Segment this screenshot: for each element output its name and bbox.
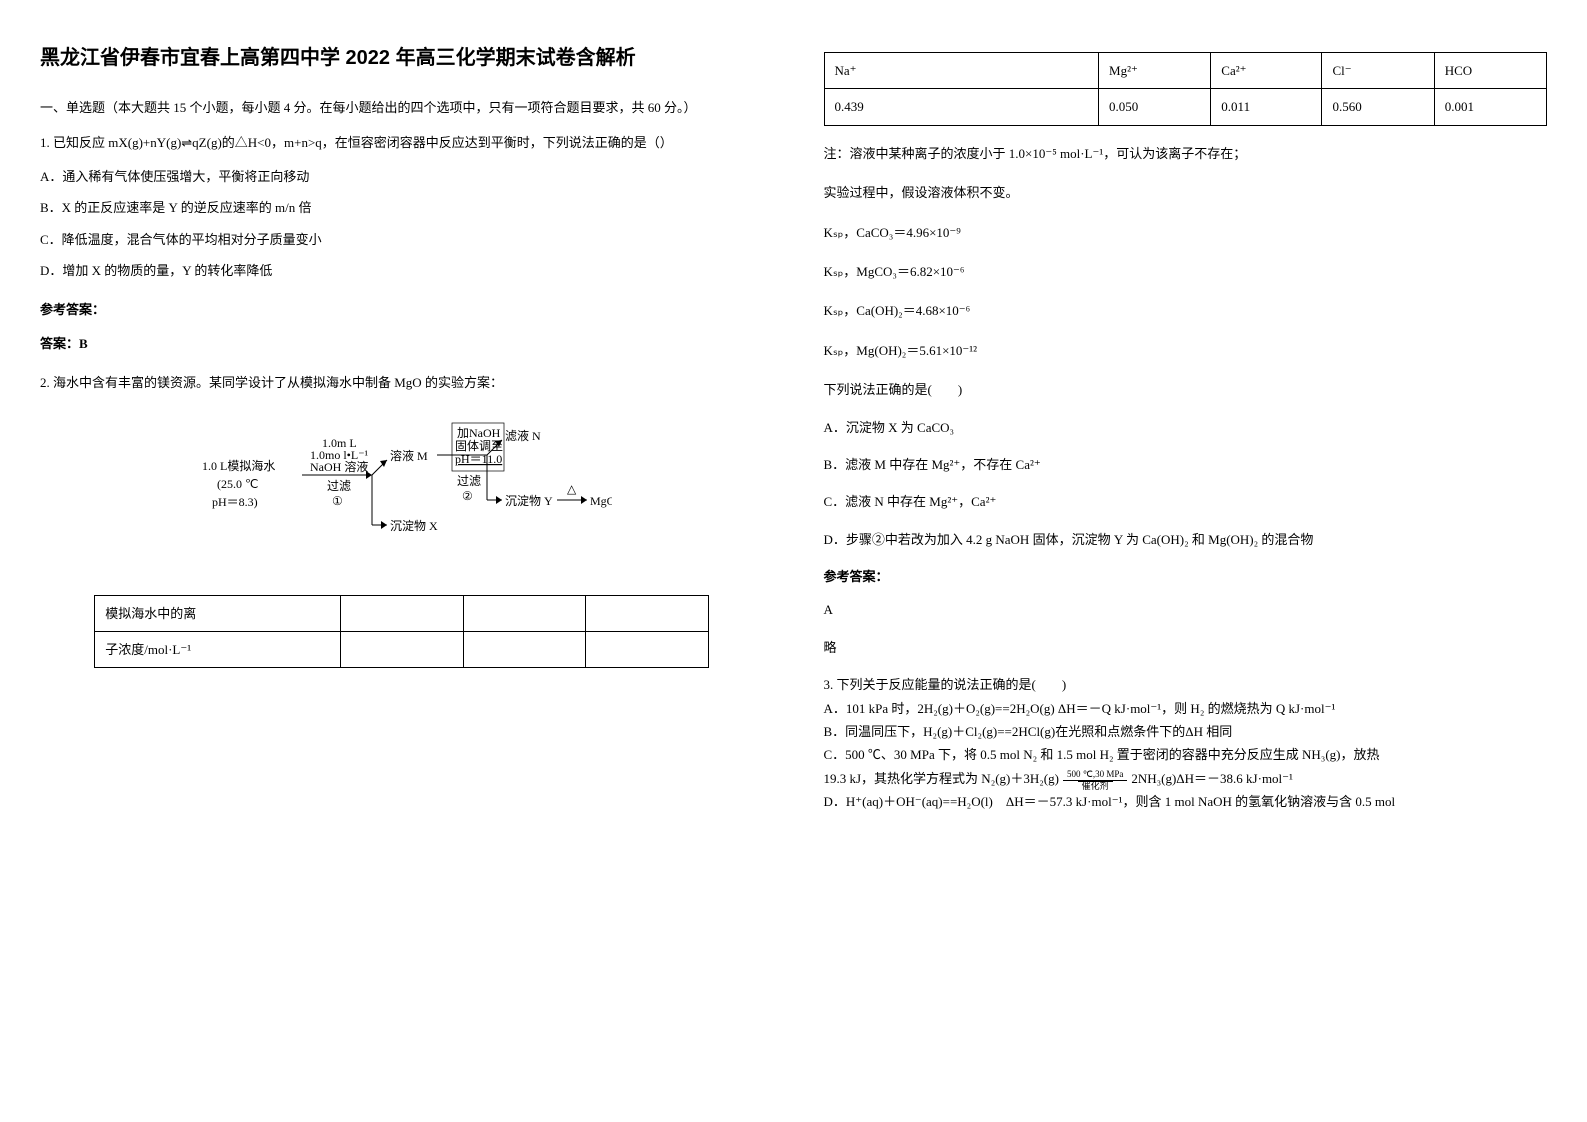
- table-cell: [463, 631, 586, 667]
- q3-cond1: 500 ℃,30 MPa: [1063, 770, 1127, 781]
- table-cell: 子浓度/mol·L⁻¹: [95, 631, 341, 667]
- q1-option-d: D．增加 X 的物质的量，Y 的转化率降低: [40, 259, 764, 282]
- diagram-final-arrow: △: [567, 482, 577, 496]
- table-row: 0.439 0.050 0.011 0.560 0.001: [824, 89, 1547, 125]
- diagram-left-3: pH＝8.3): [212, 495, 258, 509]
- table-cell: [586, 595, 709, 631]
- q2-diagram: 1.0 L模拟海水 (25.0 ℃ pH＝8.3) 1.0m L 1.0mo l…: [192, 415, 612, 575]
- q3-option-c1: C．500 ℃、30 MPa 下，将 0.5 mol N₂ 和 1.5 mol …: [824, 743, 1548, 766]
- q3-cond2: 催化剂: [1078, 781, 1113, 792]
- q2-note: 注：溶液中某种离子的浓度小于 1.0×10⁻⁵ mol·L⁻¹，可认为该离子不存…: [824, 142, 1548, 165]
- table-cell: 0.050: [1099, 89, 1211, 125]
- q3-option-c-line2: 19.3 kJ，其热化学方程式为 N₂(g)＋3H₂(g) 500 ℃,30 M…: [824, 767, 1548, 790]
- left-column: 黑龙江省伊春市宜春上高第四中学 2022 年高三化学期末试卷含解析 一、单选题（…: [40, 40, 764, 824]
- table-header: Ca²⁺: [1211, 53, 1322, 89]
- table-row: 模拟海水中的离: [95, 595, 709, 631]
- q2-ksp2: Kₛₚ，MgCO₃＝6.82×10⁻⁶: [824, 260, 1548, 283]
- diagram-a2-b2: ②: [462, 489, 473, 503]
- q1-option-c: C．降低温度，混合气体的平均相对分子质量变小: [40, 228, 764, 251]
- q2-assumption: 实验过程中，假设溶液体积不变。: [824, 181, 1548, 204]
- diagram-a2-t1: 加NaOH: [457, 426, 501, 440]
- table-cell: 0.439: [824, 89, 1099, 125]
- q1-answer-box: 参考答案： 答案：B: [40, 298, 764, 355]
- table-row: 子浓度/mol·L⁻¹: [95, 631, 709, 667]
- right-column: Na⁺ Mg²⁺ Ca²⁺ Cl⁻ HCO 0.439 0.050 0.011 …: [824, 40, 1548, 824]
- q2-table-right: Na⁺ Mg²⁺ Ca²⁺ Cl⁻ HCO 0.439 0.050 0.011 …: [824, 52, 1548, 126]
- table-cell: 0.011: [1211, 89, 1322, 125]
- q1-option-a: A．通入稀有气体使压强增大，平衡将正向移动: [40, 165, 764, 188]
- table-cell: [340, 631, 463, 667]
- q2-option-c: C．滤液 N 中存在 Mg²⁺，Ca²⁺: [824, 490, 1548, 513]
- question-1: 1. 已知反应 mX(g)+nY(g)⇌qZ(g)的△H<0，m+n>q，在恒容…: [40, 131, 764, 355]
- diagram-right-top: 滤液 N: [505, 428, 541, 443]
- q3-option-c3: 2NH₃(g)ΔH＝－38.6 kJ·mol⁻¹: [1131, 767, 1293, 790]
- diagram-left-1: 1.0 L模拟海水: [202, 458, 275, 473]
- table-header: Na⁺: [824, 53, 1099, 89]
- q2-ksp3: Kₛₚ，Ca(OH)₂＝4.68×10⁻⁶: [824, 299, 1548, 322]
- q2-table-left: 模拟海水中的离 子浓度/mol·L⁻¹: [94, 595, 709, 669]
- diagram-mid-top: 溶液 M: [390, 448, 428, 463]
- table-cell: [586, 631, 709, 667]
- q2-option-b: B．滤液 M 中存在 Mg²⁺，不存在 Ca²⁺: [824, 453, 1548, 476]
- table-cell: 0.001: [1434, 89, 1546, 125]
- q2-ksp1: Kₛₚ，CaCO₃＝4.96×10⁻⁹: [824, 221, 1548, 244]
- q1-answer: 答案：B: [40, 332, 764, 355]
- q1-option-b: B．X 的正反应速率是 Y 的逆反应速率的 m/n 倍: [40, 196, 764, 219]
- diagram-a1-b2: ①: [332, 494, 343, 508]
- q1-answer-label: 参考答案：: [40, 298, 764, 321]
- question-3: 3. 下列关于反应能量的说法正确的是( ) A．101 kPa 时，2H₂(g)…: [824, 673, 1548, 813]
- table-row: Na⁺ Mg²⁺ Ca²⁺ Cl⁻ HCO: [824, 53, 1547, 89]
- table-cell: [463, 595, 586, 631]
- document-title: 黑龙江省伊春市宜春上高第四中学 2022 年高三化学期末试卷含解析: [40, 40, 764, 76]
- table-header: HCO: [1434, 53, 1546, 89]
- diagram-a2-b1: 过滤: [457, 474, 481, 488]
- diagram-a1-t3: NaOH 溶液: [310, 459, 368, 474]
- q3-option-b: B．同温同压下，H₂(g)＋Cl₂(g)==2HCl(g)在光照和点燃条件下的Δ…: [824, 720, 1548, 743]
- diagram-right-bottom: 沉淀物 Y: [505, 494, 553, 508]
- question-2: 2. 海水中含有丰富的镁资源。某同学设计了从模拟海水中制备 MgO 的实验方案：…: [40, 371, 764, 668]
- q3-cond-wrap: 500 ℃,30 MPa 催化剂: [1063, 770, 1127, 792]
- q2-option-d: D．步骤②中若改为加入 4.2 g NaOH 固体，沉淀物 Y 为 Ca(OH)…: [824, 528, 1548, 551]
- q2-ksp4: Kₛₚ，Mg(OH)₂＝5.61×10⁻¹²: [824, 339, 1548, 362]
- section-header: 一、单选题（本大题共 15 个小题，每小题 4 分。在每小题给出的四个选项中，只…: [40, 96, 764, 119]
- q2-option-a: A．沉淀物 X 为 CaCO₃: [824, 416, 1548, 439]
- q2-tail: 下列说法正确的是( ): [824, 378, 1548, 401]
- diagram-a2-t3: pH＝11.0: [455, 452, 502, 466]
- diagram-mid-bottom: 沉淀物 X: [390, 519, 438, 533]
- q2-text: 2. 海水中含有丰富的镁资源。某同学设计了从模拟海水中制备 MgO 的实验方案：: [40, 371, 764, 394]
- q2-brief: 略: [824, 636, 1548, 659]
- q3-text: 3. 下列关于反应能量的说法正确的是( ): [824, 673, 1548, 696]
- page-container: 黑龙江省伊春市宜春上高第四中学 2022 年高三化学期末试卷含解析 一、单选题（…: [40, 40, 1547, 824]
- table-cell: [340, 595, 463, 631]
- q2-answer: A: [824, 598, 1548, 621]
- diagram-a1-b1: 过滤: [327, 479, 351, 493]
- table-cell: 模拟海水中的离: [95, 595, 341, 631]
- table-header: Mg²⁺: [1099, 53, 1211, 89]
- q1-text: 1. 已知反应 mX(g)+nY(g)⇌qZ(g)的△H<0，m+n>q，在恒容…: [40, 131, 764, 154]
- diagram-left-2: (25.0 ℃: [217, 477, 258, 491]
- q2-answer-label: 参考答案：: [824, 565, 1548, 588]
- q3-option-a: A．101 kPa 时，2H₂(g)＋O₂(g)==2H₂O(g) ΔH＝－Q …: [824, 697, 1548, 720]
- table-header: Cl⁻: [1322, 53, 1434, 89]
- q3-option-d: D．H⁺(aq)＋OH⁻(aq)==H₂O(l) ΔH＝－57.3 kJ·mol…: [824, 790, 1548, 813]
- q3-option-c2: 19.3 kJ，其热化学方程式为 N₂(g)＋3H₂(g): [824, 767, 1059, 790]
- diagram-final: MgO: [590, 494, 612, 508]
- table-cell: 0.560: [1322, 89, 1434, 125]
